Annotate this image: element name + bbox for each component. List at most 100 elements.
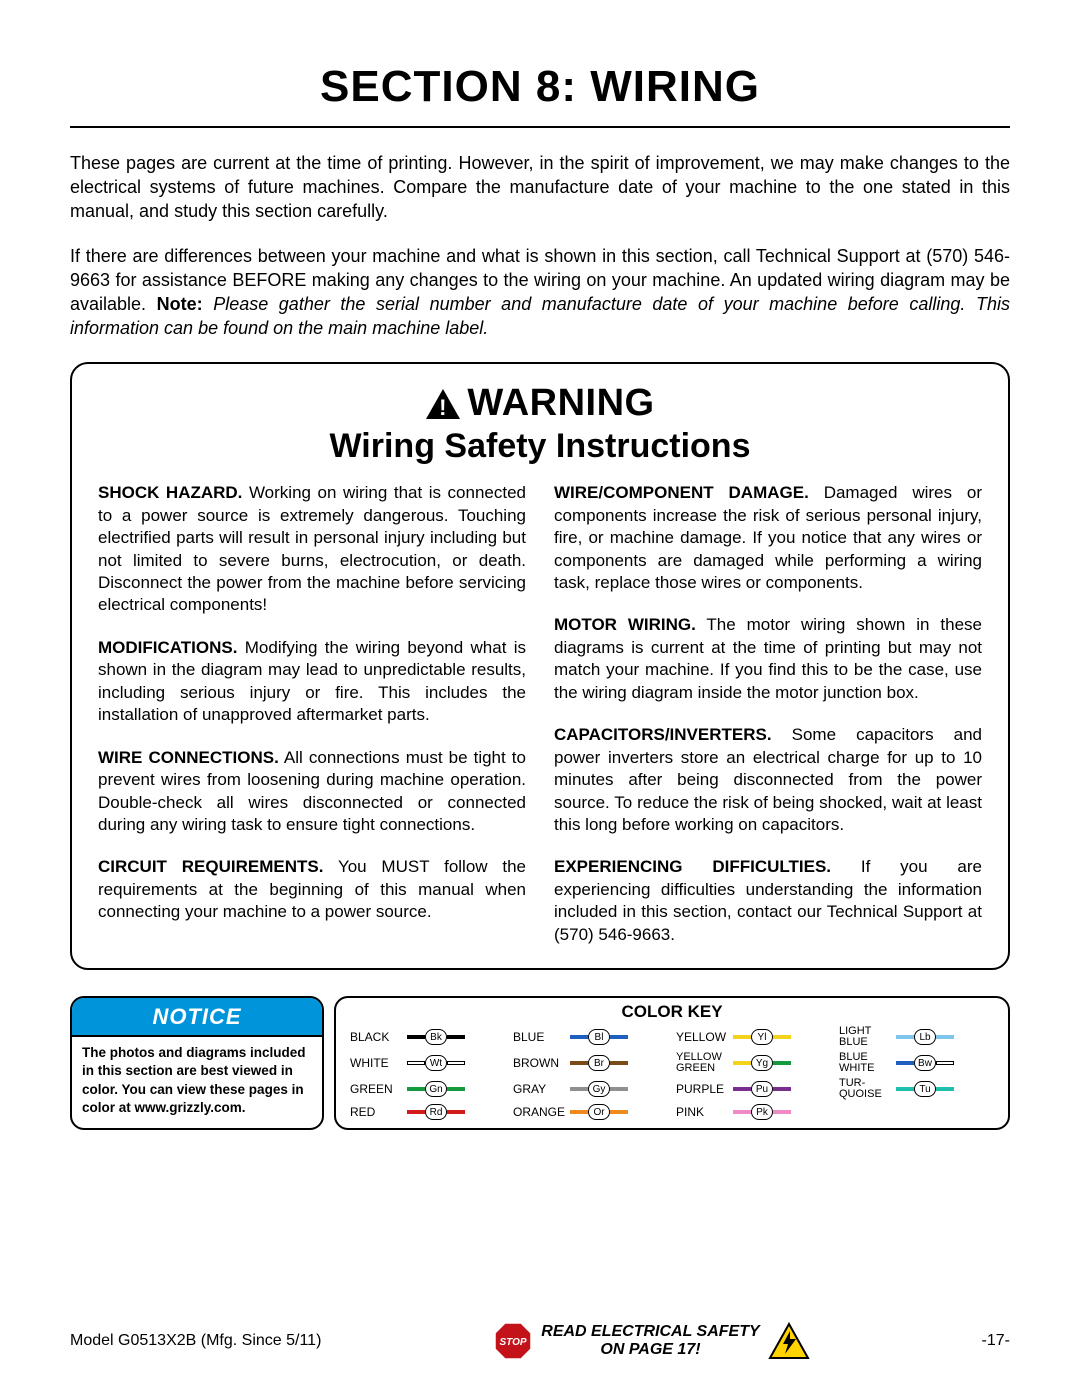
color-swatch: Gy bbox=[570, 1081, 628, 1097]
color-key-name: BLUE bbox=[513, 1031, 565, 1043]
color-swatch: Pk bbox=[733, 1104, 791, 1120]
color-key-name: BLACK bbox=[350, 1031, 402, 1043]
color-key-name: LIGHT BLUE bbox=[839, 1026, 891, 1048]
color-key-item: WHITE Wt bbox=[350, 1052, 505, 1074]
color-swatch: Tu bbox=[896, 1081, 954, 1097]
warn-left-p1: SHOCK HAZARD. Working on wiring that is … bbox=[98, 482, 526, 617]
intro-p2b: Please gather the serial number and manu… bbox=[70, 294, 1010, 338]
intro-text: These pages are current at the time of p… bbox=[70, 152, 1010, 340]
color-swatch: Bw bbox=[896, 1055, 954, 1071]
color-code-pill: Pk bbox=[751, 1104, 773, 1120]
warning-subtitle: Wiring Safety Instructions bbox=[98, 427, 982, 466]
intro-p2: If there are differences between your ma… bbox=[70, 245, 1010, 340]
title-divider bbox=[70, 126, 1010, 128]
warn-right-p3: CAPACITORS/INVERTERS. Some capacitors an… bbox=[554, 724, 982, 836]
warn-left-p2: MODIFICATIONS. Modifying the wiring beyo… bbox=[98, 637, 526, 727]
color-swatch: Bl bbox=[570, 1029, 628, 1045]
electrical-hazard-icon bbox=[768, 1322, 810, 1360]
warn-left-p3-b: WIRE CONNECTIONS. bbox=[98, 748, 279, 767]
color-key-item: GREEN Gn bbox=[350, 1078, 505, 1100]
warn-left-p4: CIRCUIT REQUIREMENTS. You MUST follow th… bbox=[98, 856, 526, 923]
footer-center: STOP READ ELECTRICAL SAFETY ON PAGE 17! bbox=[493, 1321, 809, 1361]
color-swatch: Yg bbox=[733, 1055, 791, 1071]
warning-word-row: ! WARNING bbox=[425, 382, 654, 425]
color-key-name: BROWN bbox=[513, 1057, 565, 1069]
color-key: COLOR KEY BLACK Bk BLUE Bl YELLOW Yl LIGHT BLU… bbox=[334, 996, 1010, 1130]
color-code-pill: Gy bbox=[588, 1081, 610, 1097]
warn-left-p4-b: CIRCUIT REQUIREMENTS. bbox=[98, 857, 323, 876]
stop-text: STOP bbox=[500, 1337, 527, 1348]
color-code-pill: Pu bbox=[751, 1081, 773, 1097]
section-title: SECTION 8: WIRING bbox=[70, 62, 1010, 112]
warn-right-p3-b: CAPACITORS/INVERTERS. bbox=[554, 725, 772, 744]
color-key-item: BLUE WHITE Bw bbox=[839, 1052, 994, 1074]
color-code-pill: Rd bbox=[425, 1104, 447, 1120]
color-key-item: RED Rd bbox=[350, 1104, 505, 1120]
warn-right-p2: MOTOR WIRING. The motor wiring shown in … bbox=[554, 614, 982, 704]
color-swatch: Yl bbox=[733, 1029, 791, 1045]
color-key-item: BLUE Bl bbox=[513, 1026, 668, 1048]
notice-header: NOTICE bbox=[72, 998, 322, 1037]
notice-row: NOTICE The photos and diagrams included … bbox=[70, 996, 1010, 1130]
warning-col-right: WIRE/COMPONENT DAMAGE. Damaged wires or … bbox=[554, 482, 982, 946]
color-key-name: RED bbox=[350, 1106, 402, 1118]
color-code-pill: Or bbox=[588, 1104, 610, 1120]
color-key-name: GRAY bbox=[513, 1083, 565, 1095]
footer-model: Model G0513X2B (Mfg. Since 5/11) bbox=[70, 1332, 321, 1350]
color-key-item: BLACK Bk bbox=[350, 1026, 505, 1048]
warning-header: ! WARNING bbox=[98, 382, 982, 425]
color-swatch: Rd bbox=[407, 1104, 465, 1120]
color-swatch: Pu bbox=[733, 1081, 791, 1097]
color-swatch: Br bbox=[570, 1055, 628, 1071]
footer-page-num: -17- bbox=[982, 1332, 1010, 1350]
warning-word: WARNING bbox=[467, 382, 654, 425]
warn-left-p1-b: SHOCK HAZARD. bbox=[98, 483, 242, 502]
warning-box: ! WARNING Wiring Safety Instructions SHO… bbox=[70, 362, 1010, 970]
color-key-item: LIGHT BLUE Lb bbox=[839, 1026, 994, 1048]
warn-left-p2-b: MODIFICATIONS. bbox=[98, 638, 237, 657]
color-key-name: GREEN bbox=[350, 1083, 402, 1095]
warn-right-p1-b: WIRE/COMPONENT DAMAGE. bbox=[554, 483, 809, 502]
color-key-item: BROWN Br bbox=[513, 1052, 668, 1074]
footer: Model G0513X2B (Mfg. Since 5/11) STOP RE… bbox=[70, 1321, 1010, 1361]
color-swatch: Or bbox=[570, 1104, 628, 1120]
warn-right-p1: WIRE/COMPONENT DAMAGE. Damaged wires or … bbox=[554, 482, 982, 594]
stop-sign-icon: STOP bbox=[493, 1321, 533, 1361]
page: SECTION 8: WIRING These pages are curren… bbox=[0, 0, 1080, 1397]
intro-p1: These pages are current at the time of p… bbox=[70, 152, 1010, 223]
warn-right-p2-b: MOTOR WIRING. bbox=[554, 615, 696, 634]
color-code-pill: Wt bbox=[425, 1055, 447, 1071]
color-code-pill: Tu bbox=[914, 1081, 936, 1097]
svg-text:!: ! bbox=[440, 395, 448, 420]
color-key-name: BLUE WHITE bbox=[839, 1052, 891, 1074]
intro-note-label: Note: bbox=[157, 294, 203, 314]
color-key-grid: BLACK Bk BLUE Bl YELLOW Yl LIGHT BLUE Lb WHITE Wt… bbox=[350, 1026, 994, 1120]
color-key-item: ORANGEOr bbox=[513, 1104, 668, 1120]
color-swatch: Wt bbox=[407, 1055, 465, 1071]
warn-right-p4-b: EXPERIENCING DIFFICULTIES. bbox=[554, 857, 831, 876]
color-key-item: TUR-QUOISETu bbox=[839, 1078, 994, 1100]
color-key-item: YELLOW Yl bbox=[676, 1026, 831, 1048]
color-key-name: YELLOW bbox=[676, 1031, 728, 1043]
footer-center-l2: ON PAGE 17! bbox=[541, 1341, 759, 1359]
warning-triangle-icon: ! bbox=[425, 388, 461, 420]
color-key-name: WHITE bbox=[350, 1057, 402, 1069]
footer-center-text: READ ELECTRICAL SAFETY ON PAGE 17! bbox=[541, 1323, 759, 1358]
color-key-title: COLOR KEY bbox=[350, 1002, 994, 1022]
color-swatch: Bk bbox=[407, 1029, 465, 1045]
warn-left-p1-t: Working on wiring that is connected to a… bbox=[98, 483, 526, 614]
color-swatch: Lb bbox=[896, 1029, 954, 1045]
warning-columns: SHOCK HAZARD. Working on wiring that is … bbox=[98, 482, 982, 946]
color-code-pill: Yg bbox=[751, 1055, 773, 1071]
color-key-item: PURPLE Pu bbox=[676, 1078, 831, 1100]
notice-body: The photos and diagrams included in this… bbox=[72, 1037, 322, 1125]
color-key-name: PURPLE bbox=[676, 1083, 728, 1095]
warn-right-p4: EXPERIENCING DIFFICULTIES. If you are ex… bbox=[554, 856, 982, 946]
color-code-pill: Bl bbox=[588, 1029, 610, 1045]
color-key-item: GRAY Gy bbox=[513, 1078, 668, 1100]
footer-center-l1: READ ELECTRICAL SAFETY bbox=[541, 1323, 759, 1341]
color-code-pill: Yl bbox=[751, 1029, 773, 1045]
color-code-pill: Gn bbox=[425, 1081, 447, 1097]
color-code-pill: Bw bbox=[914, 1055, 936, 1071]
color-code-pill: Lb bbox=[914, 1029, 936, 1045]
